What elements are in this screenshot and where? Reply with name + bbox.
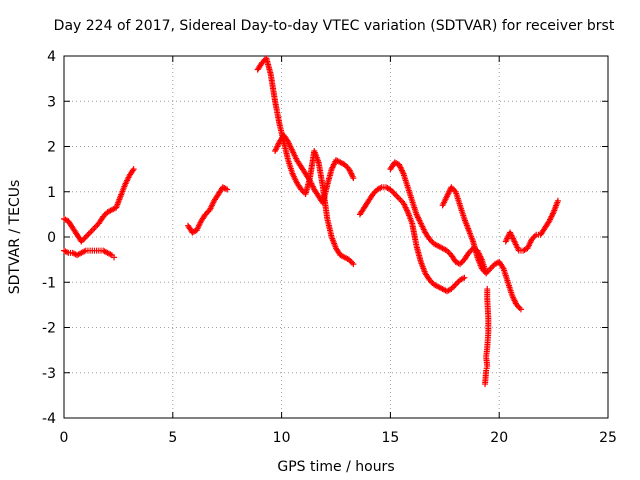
data-point [130,166,137,173]
y-tick-label: -3 [42,366,56,382]
series-s9 [482,286,492,388]
y-tick-label: 2 [47,140,56,156]
series-s7 [387,159,490,277]
data-marks [61,55,561,388]
series-s10 [502,197,561,254]
y-tick-label: 1 [47,185,56,201]
data-point [129,167,136,174]
y-tick-label: 4 [47,49,56,65]
series-s5 [272,132,357,207]
data-point [111,254,118,261]
data-point [224,186,231,193]
y-tick-label: -1 [42,275,56,291]
x-tick-label: 10 [273,430,291,446]
series-s6 [356,184,468,295]
y-tick-label: -2 [42,321,56,337]
data-point [499,264,506,271]
x-tick-label: 5 [168,430,177,446]
series-s1 [61,166,137,245]
x-tick-label: 20 [490,430,508,446]
axis-ticks: 0 5 10 15 20 25 -4 -3 -2 -1 0 1 2 3 4 [42,49,617,446]
data-point [461,274,468,281]
chart-title: Day 224 of 2017, Sidereal Day-to-day VTE… [54,18,615,34]
x-tick-label: 0 [60,430,69,446]
x-tick-label: 15 [381,430,399,446]
y-tick-label: 3 [47,94,56,110]
y-tick-label: 0 [47,230,56,246]
y-axis-label: SDTVAR / TECUs [7,180,23,295]
y-tick-label: -4 [42,411,56,427]
series-s2 [61,247,118,261]
x-axis-label: GPS time / hours [277,459,394,475]
data-point [350,261,357,268]
data-point [554,197,561,204]
data-point [517,306,524,313]
data-point [350,175,357,182]
series-s8 [439,184,524,313]
x-tick-label: 25 [599,430,617,446]
series-s3 [185,184,231,236]
grid-lines [64,56,608,418]
data-point [484,286,491,293]
